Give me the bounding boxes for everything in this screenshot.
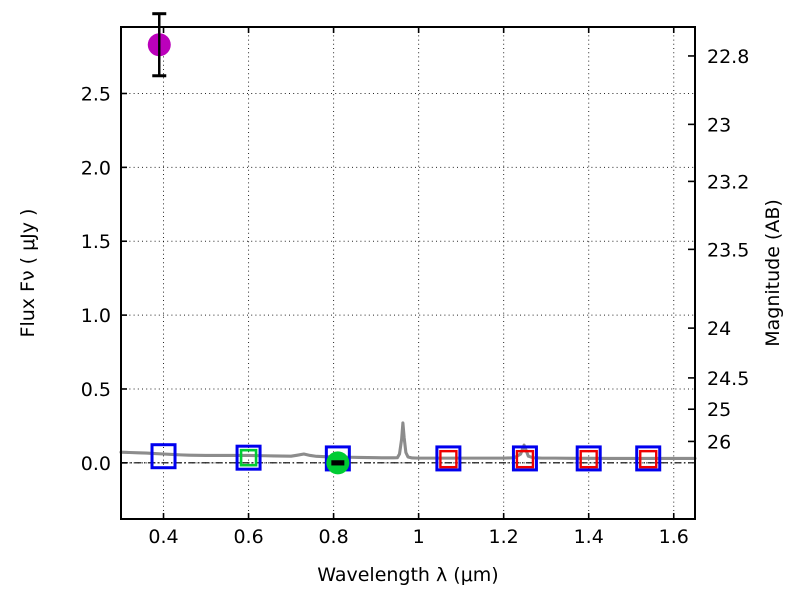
ytick-label-2: 1.0: [81, 305, 111, 327]
xtick-label-5: 1.4: [574, 526, 604, 548]
ytick-label-1: 0.5: [81, 379, 111, 401]
ytick-right-label-6: 25: [707, 399, 731, 421]
marker-blue-square-6: [635, 445, 662, 472]
ytick-right-label-5: 24.5: [707, 368, 749, 390]
marker-red-square-2: [579, 449, 598, 469]
ytick-right-label-7: 26: [707, 431, 731, 453]
ytick-right-label-0: 22.8: [707, 46, 749, 68]
marker-blue-square-5: [575, 445, 602, 472]
marker-blue-square-1: [235, 444, 262, 471]
marker-blue-square-4: [511, 445, 538, 472]
marker-blue-square-0: [150, 443, 177, 470]
ytick-right-label-2: 23.2: [707, 171, 749, 193]
xtick-label-0: 0.4: [148, 526, 178, 548]
xaxis-title: Wavelength λ (μm): [317, 564, 498, 586]
xtick-label-2: 0.8: [318, 526, 348, 548]
ytick-right-label-1: 23: [707, 114, 731, 136]
marker-red-square-1: [515, 449, 535, 469]
marker-red-square-0: [439, 449, 458, 469]
plot-area: [121, 27, 695, 519]
marker-upper-limit-bar-0: [331, 460, 345, 466]
marker-red-square-3: [639, 449, 658, 469]
yaxis-title-right: Magnitude (AB): [762, 199, 784, 347]
xtick-label-3: 1: [413, 526, 425, 548]
xtick-label-1: 0.6: [233, 526, 263, 548]
yaxis-title-left: Flux Fν ( μJy ): [17, 209, 39, 338]
ytick-label-3: 1.5: [81, 231, 111, 253]
xtick-label-4: 1.2: [489, 526, 519, 548]
ytick-label-4: 2.0: [81, 157, 111, 179]
ytick-label-5: 2.5: [81, 83, 111, 105]
marker-green-square-0: [239, 448, 258, 467]
ytick-right-label-4: 24: [707, 318, 731, 340]
axes-frame: [120, 26, 696, 520]
ytick-right-label-3: 23.5: [707, 239, 749, 261]
xtick-label-6: 1.6: [659, 526, 689, 548]
marker-blue-square-3: [435, 445, 462, 472]
ytick-label-0: 0.0: [81, 453, 111, 475]
